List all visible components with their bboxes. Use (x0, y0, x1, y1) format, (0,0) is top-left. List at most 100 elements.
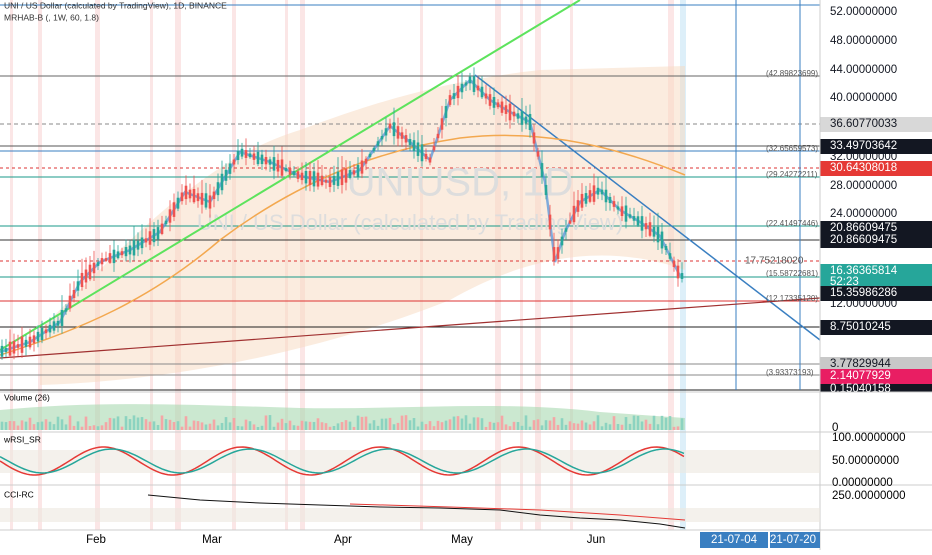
volume-bar (100, 425, 104, 430)
candle (652, 226, 656, 237)
volume-bar (428, 421, 432, 430)
candle (676, 265, 680, 279)
level-labels: (42.89823699) (32.65659573) (29.24272211) (… (745, 69, 818, 377)
volume-bar (568, 421, 572, 430)
candle (368, 153, 372, 157)
volume-bar (108, 417, 112, 430)
level-label: (42.89823699) (766, 69, 818, 78)
candle (264, 157, 268, 165)
candle (24, 339, 28, 347)
volume-bar (616, 424, 620, 430)
volume-bar (308, 421, 312, 430)
candle (400, 132, 404, 139)
volume-bar (340, 422, 344, 430)
volume-bar (452, 416, 456, 430)
volume-bar (296, 425, 300, 430)
candle (348, 170, 352, 178)
candle (308, 171, 312, 185)
candle (156, 227, 160, 240)
volume-bar (12, 421, 16, 430)
candle (352, 170, 356, 175)
volume-bar (220, 422, 224, 430)
price-label: 30.64308018 (830, 162, 897, 174)
candle (620, 206, 624, 217)
volume-bar (352, 426, 356, 430)
candle (88, 264, 92, 280)
volume-label: Volume (26) (4, 392, 50, 402)
candle (668, 253, 672, 259)
candle (196, 193, 200, 202)
price-label: 32.00000000 (830, 151, 897, 163)
volume-bar (344, 420, 348, 430)
volume-bar (516, 422, 520, 430)
candle (480, 86, 484, 98)
candle (316, 172, 320, 187)
candle (48, 324, 52, 333)
volume-bar (64, 424, 68, 430)
candle (100, 258, 104, 265)
volume-bar (400, 415, 404, 430)
volume-bar (96, 426, 100, 430)
volume-bar (232, 417, 236, 430)
volume-bar (60, 419, 64, 430)
candle (488, 94, 492, 106)
volume-bar (560, 418, 564, 430)
volume-bar (228, 422, 232, 430)
volume-bar (180, 426, 184, 430)
volume-bar (48, 421, 52, 430)
candle (380, 136, 384, 140)
candle (416, 142, 420, 156)
volume-bar (144, 419, 148, 430)
candle (564, 228, 568, 232)
volume-bar (136, 417, 140, 430)
volume-bar (640, 421, 644, 430)
volume-bar (420, 421, 424, 430)
candle (192, 189, 196, 203)
candle (148, 231, 152, 245)
candle (604, 189, 608, 203)
candle (216, 182, 220, 196)
blue-trendline (474, 74, 821, 341)
candle (524, 116, 528, 124)
candle (68, 295, 72, 309)
candle (528, 113, 532, 131)
candle (16, 344, 20, 348)
time-label: Apr (334, 534, 352, 546)
volume-bar (472, 417, 476, 430)
candle (388, 123, 392, 129)
volume-bar (112, 418, 116, 430)
volume-bar (204, 424, 208, 430)
volume-bar (644, 419, 648, 430)
volume-bar (424, 424, 428, 430)
candle (28, 336, 32, 348)
volume-bar (592, 421, 596, 430)
candle (60, 310, 64, 326)
volume-bar (16, 425, 20, 430)
candle (212, 191, 216, 200)
candle (612, 201, 616, 207)
volume-bar (376, 425, 380, 430)
volume-bar (652, 415, 656, 430)
candle (332, 175, 336, 185)
candle (52, 321, 56, 331)
candle (496, 102, 500, 108)
volume-bar (316, 418, 320, 430)
candle (296, 171, 300, 179)
price-axis (820, 0, 932, 530)
watermark-symbol: UNIUSD, 1D (347, 161, 574, 205)
time-marker: 21-07-04 (711, 534, 758, 546)
volume-bar (660, 415, 664, 430)
level-label: (29.24272211) (766, 170, 818, 179)
candle (468, 76, 472, 84)
candle (624, 205, 628, 222)
volume-bar (512, 421, 516, 430)
candle (492, 97, 496, 108)
candle (248, 153, 252, 158)
candle (80, 272, 84, 288)
level-label: (32.65659573) (766, 144, 818, 153)
candle (280, 159, 284, 176)
volume-bar (164, 419, 168, 430)
volume-bar (460, 418, 464, 430)
candle (72, 289, 76, 299)
